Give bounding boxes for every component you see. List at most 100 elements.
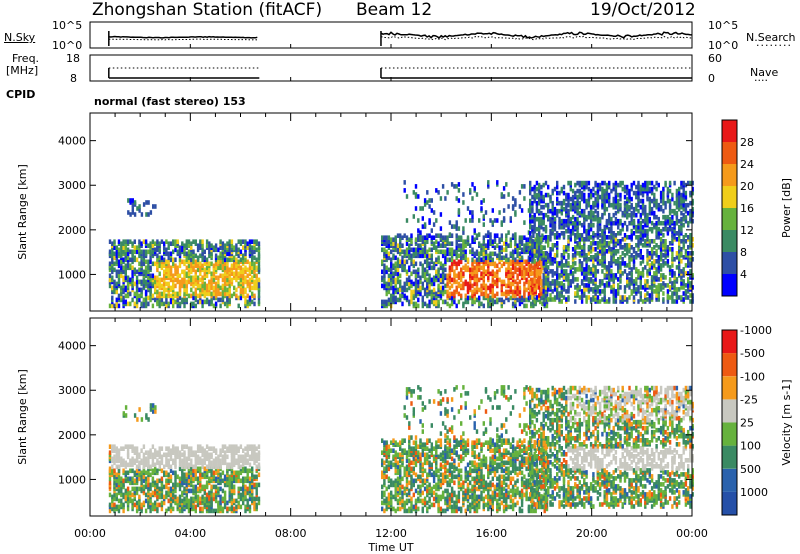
- data-cell: [462, 285, 465, 291]
- data-cell: [235, 267, 238, 273]
- data-cell: [650, 239, 654, 244]
- data-cell: [648, 186, 651, 192]
- data-cell: [538, 196, 541, 202]
- data-cell: [140, 301, 143, 307]
- cpid-label: CPID: [6, 88, 36, 101]
- data-cell: [541, 233, 544, 238]
- data-cell: [196, 255, 200, 261]
- data-cell: [482, 251, 485, 257]
- data-cell: [115, 482, 118, 488]
- data-cell: [208, 241, 211, 246]
- data-cell: [592, 247, 595, 252]
- data-cell: [138, 460, 141, 466]
- data-cell: [405, 269, 409, 275]
- data-cell: [536, 255, 540, 261]
- data-cell: [668, 216, 672, 222]
- data-cell: [639, 198, 642, 204]
- data-cell: [257, 241, 261, 246]
- data-cell: [165, 287, 168, 293]
- data-cell: [632, 180, 636, 186]
- data-cell: [185, 460, 188, 466]
- data-cell: [444, 196, 447, 201]
- data-cell: [496, 218, 499, 223]
- data-cell: [509, 259, 512, 265]
- data-cell: [253, 301, 256, 307]
- data-cell: [246, 259, 249, 265]
- data-cell: [543, 255, 546, 261]
- data-cell: [169, 277, 173, 283]
- data-cell: [167, 267, 170, 273]
- data-cell: [131, 241, 134, 246]
- data-cell: [417, 279, 420, 285]
- data-cell: [614, 216, 618, 222]
- data-cell: [598, 216, 602, 222]
- data-cell: [190, 470, 193, 476]
- data-cell: [473, 281, 476, 287]
- data-cell: [671, 291, 674, 296]
- data-cell: [641, 243, 645, 248]
- data-cell: [176, 239, 179, 244]
- data-cell: [460, 273, 463, 279]
- data-cell: [657, 231, 660, 236]
- data-cell: [144, 273, 148, 279]
- data-cell: [585, 253, 588, 258]
- data-cell: [682, 285, 685, 290]
- data-cell: [535, 180, 539, 186]
- data-cell: [617, 249, 620, 254]
- data-cell: [687, 283, 690, 288]
- data-cell: [194, 259, 197, 265]
- data-cell: [233, 255, 236, 261]
- data-cell: [530, 277, 533, 283]
- data-cell: [525, 277, 528, 283]
- data-cell: [544, 235, 548, 240]
- data-cell: [194, 462, 197, 468]
- data-cell: [248, 265, 252, 271]
- data-cell: [529, 208, 532, 214]
- data-cell: [212, 245, 216, 250]
- data-cell: [390, 261, 393, 267]
- data-cell: [257, 261, 261, 267]
- data-cell: [603, 287, 606, 292]
- data-cell: [556, 269, 559, 274]
- data-cell: [603, 283, 606, 288]
- data-cell: [117, 508, 121, 514]
- data-cell: [444, 249, 447, 255]
- data-cell: [684, 249, 688, 254]
- data-cell: [205, 287, 209, 293]
- data-cell: [657, 206, 660, 212]
- data-cell: [500, 297, 503, 303]
- data-cell: [239, 277, 243, 283]
- data-cell: [646, 194, 649, 200]
- data-cell: [509, 273, 512, 279]
- data-cell: [142, 283, 146, 289]
- data-cell: [253, 255, 256, 261]
- data-cell: [460, 283, 463, 289]
- data-cell: [603, 241, 606, 246]
- data-cell: [619, 206, 622, 212]
- data-cell: [244, 299, 247, 305]
- data-cell: [646, 253, 649, 258]
- data-cell: [412, 259, 415, 265]
- data-cell: [446, 301, 449, 307]
- data-cell: [671, 192, 674, 198]
- data-cell: [446, 289, 449, 295]
- data-cell: [228, 287, 231, 293]
- data-cell: [626, 247, 629, 252]
- data-cell: [251, 275, 254, 281]
- data-cell: [205, 243, 209, 248]
- data-cell: [558, 208, 561, 214]
- data-cell: [603, 273, 606, 278]
- data-cell: [242, 273, 245, 279]
- data-cell: [610, 188, 613, 194]
- data-cell: [430, 253, 433, 259]
- data-cell: [514, 210, 517, 215]
- data-cell: [196, 299, 200, 305]
- data-cell: [450, 301, 454, 307]
- data-cell: [610, 251, 613, 256]
- data-cell: [403, 259, 406, 265]
- data-cell: [664, 275, 667, 280]
- data-cell: [562, 190, 566, 196]
- data-cell: [538, 231, 541, 236]
- data-cell: [203, 267, 206, 273]
- data-cell: [430, 293, 433, 299]
